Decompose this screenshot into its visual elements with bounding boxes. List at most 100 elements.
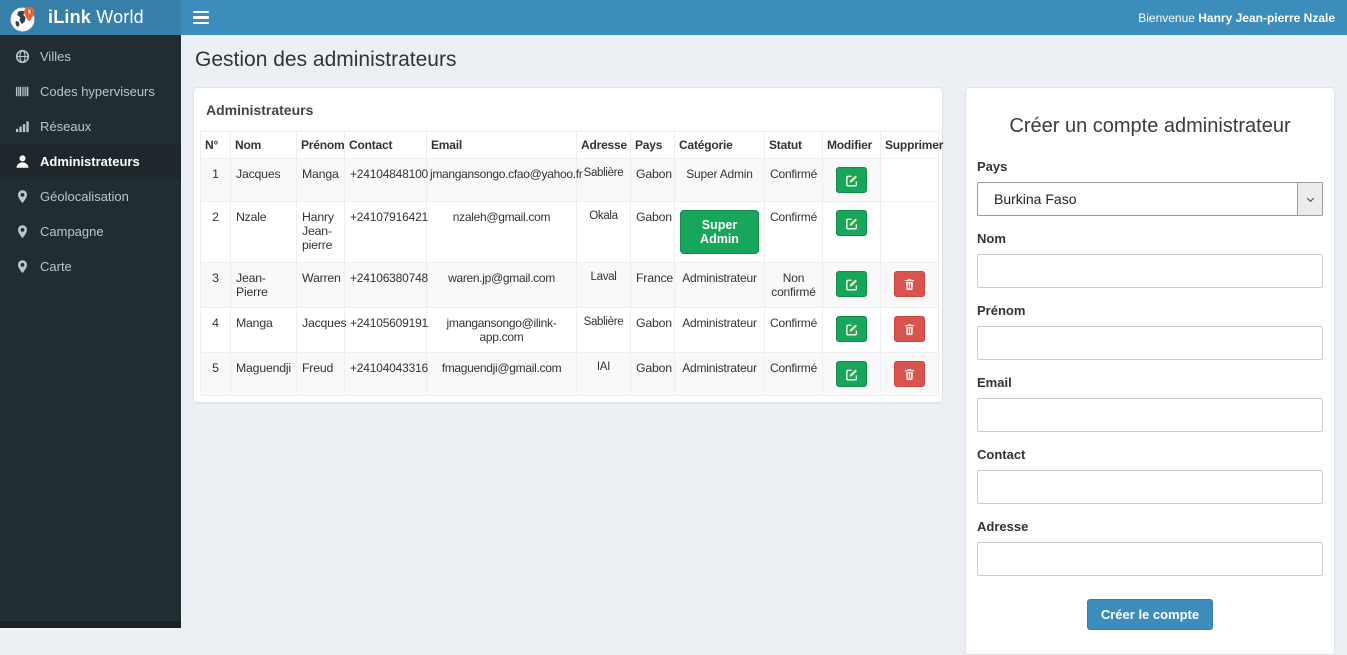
cell-categorie: Super Admin — [674, 201, 765, 263]
cell-prenom: Jacques — [296, 307, 347, 353]
cell-adresse: Sablière — [576, 307, 631, 353]
signal-icon — [15, 119, 30, 134]
column-header: Email — [426, 131, 577, 159]
sidebar-item-administrateurs[interactable]: Administrateurs — [0, 144, 181, 179]
navbar: Bienvenue Hanry Jean-pierre Nzale — [181, 0, 1347, 35]
column-header: N° — [200, 131, 231, 159]
delete-button[interactable] — [894, 271, 925, 297]
edit-button[interactable] — [836, 316, 867, 342]
cell-pays: France — [630, 262, 675, 308]
sidebar-item-codes-hyperviseurs[interactable]: Codes hyperviseurs — [0, 74, 181, 109]
sidebar-item-r-seaux[interactable]: Réseaux — [0, 109, 181, 144]
cell-supprimer — [880, 262, 939, 308]
administrators-table: N° Nom Prénom Contact Email Adresse Pays Catégo… — [200, 131, 943, 396]
cell-contact: +24104043316 — [344, 352, 428, 396]
cell-email: jmangansongo.cfao@yahoo.fr — [426, 158, 583, 202]
sidebar-item-label: Carte — [40, 259, 72, 274]
cell-categorie: Super Admin — [674, 158, 765, 202]
page-title: Gestion des administrateurs — [195, 48, 457, 71]
column-header: Modifier — [822, 131, 881, 159]
form-group-contact: Contact — [977, 447, 1323, 504]
cell-statut: Confirmé — [764, 352, 823, 396]
cell-email: fmaguendji@gmail.com — [426, 352, 577, 396]
cell-adresse: Sablière — [576, 158, 631, 202]
cell-adresse: Laval — [576, 262, 631, 308]
cell-contact: +24106380748 — [344, 262, 428, 308]
edit-button[interactable] — [836, 167, 867, 193]
contact-field[interactable] — [977, 470, 1323, 504]
cell-nom: Nzale — [230, 201, 297, 263]
cell-supprimer — [880, 158, 939, 202]
welcome-message: Bienvenue Hanry Jean-pierre Nzale — [1138, 10, 1335, 25]
sidebar: Villes Codes hyperviseurs Réseaux Administr… — [0, 35, 181, 628]
cell-n: 3 — [200, 262, 231, 308]
cell-modifier — [822, 262, 881, 308]
cell-prenom: Hanry Jean-pierre — [296, 201, 345, 263]
map-marker-icon — [15, 189, 30, 204]
cell-prenom: Manga — [296, 158, 345, 202]
sidebar-item-g-olocalisation[interactable]: Géolocalisation — [0, 179, 181, 214]
form-group-email: Email — [977, 375, 1323, 432]
brand-title: iLink World — [48, 7, 144, 27]
sidebar-item-campagne[interactable]: Campagne — [0, 214, 181, 249]
administrators-panel: Administrateurs N° Nom Prénom Contact Email A… — [193, 87, 943, 403]
email-field[interactable] — [977, 398, 1323, 432]
delete-button[interactable] — [894, 361, 925, 387]
prenom-field[interactable] — [977, 326, 1323, 360]
column-header: Prénom — [296, 131, 345, 159]
cell-n: 2 — [200, 201, 231, 263]
field-label: Nom — [977, 231, 1006, 246]
adresse-field[interactable] — [977, 542, 1323, 576]
sidebar-item-label: Villes — [40, 49, 71, 64]
edit-button[interactable] — [836, 361, 867, 387]
cell-email: waren.jp@gmail.com — [426, 262, 577, 308]
hamburger-icon[interactable] — [193, 11, 209, 24]
sidebar-item-label: Codes hyperviseurs — [40, 84, 155, 99]
table-row: 1 Jacques Manga +24104848100 jmangansongo.cf… — [200, 158, 939, 202]
chevron-down-icon[interactable] — [1297, 183, 1322, 215]
column-header: Adresse — [576, 131, 631, 159]
edit-button[interactable] — [836, 210, 867, 236]
form-group-adresse: Adresse — [977, 519, 1323, 576]
column-header: Nom — [230, 131, 297, 159]
table-header-row: N° Nom Prénom Contact Email Adresse Pays Catégo… — [200, 131, 943, 159]
cell-contact: +24107916421 — [344, 201, 428, 263]
field-label: Prénom — [977, 303, 1026, 318]
cell-adresse: IAI — [576, 352, 631, 396]
user-icon — [15, 154, 30, 169]
super-admin-badge[interactable]: Super Admin — [680, 210, 759, 254]
field-label: Email — [977, 375, 1012, 390]
create-admin-panel: Créer un compte administrateur Pays Burki… — [965, 87, 1335, 655]
cell-adresse: Okala — [576, 201, 631, 263]
cell-n: 5 — [200, 352, 231, 396]
svg-text:$: $ — [28, 9, 32, 15]
form-group-nom: Nom — [977, 231, 1323, 288]
create-account-button[interactable]: Créer le compte — [1086, 599, 1214, 630]
cell-pays: Gabon — [630, 201, 675, 263]
field-label: Pays — [977, 159, 1008, 174]
edit-button[interactable] — [836, 271, 867, 297]
sidebar-item-carte[interactable]: Carte — [0, 249, 181, 284]
sidebar-item-label: Géolocalisation — [40, 189, 129, 204]
cell-nom: Jean-Pierre — [230, 262, 297, 308]
brand-logo[interactable]: $ iLink World — [0, 0, 181, 35]
cell-email: nzaleh@gmail.com — [426, 201, 577, 263]
delete-button[interactable] — [894, 316, 925, 342]
table-row: 4 Manga Jacques +24105609191 jmangansongo@il… — [200, 307, 939, 353]
cell-modifier — [822, 307, 881, 353]
pays-select[interactable]: Burkina Faso — [977, 182, 1323, 216]
map-marker-icon — [15, 259, 30, 274]
cell-nom: Maguendji — [230, 352, 297, 396]
main-content: Gestion des administrateurs Administrate… — [181, 35, 1347, 655]
nom-field[interactable] — [977, 254, 1323, 288]
cell-contact: +24105609191 — [344, 307, 428, 353]
cell-categorie: Administrateur — [674, 352, 765, 396]
cell-supprimer — [880, 352, 939, 396]
globe-icon — [15, 49, 30, 64]
cell-supprimer — [880, 201, 939, 263]
sidebar-item-villes[interactable]: Villes — [0, 39, 181, 74]
barcode-icon — [15, 84, 30, 99]
field-label: Contact — [977, 447, 1026, 462]
table-row: 3 Jean-Pierre Warren +24106380748 waren.jp@g… — [200, 262, 939, 308]
cell-supprimer — [880, 307, 939, 353]
